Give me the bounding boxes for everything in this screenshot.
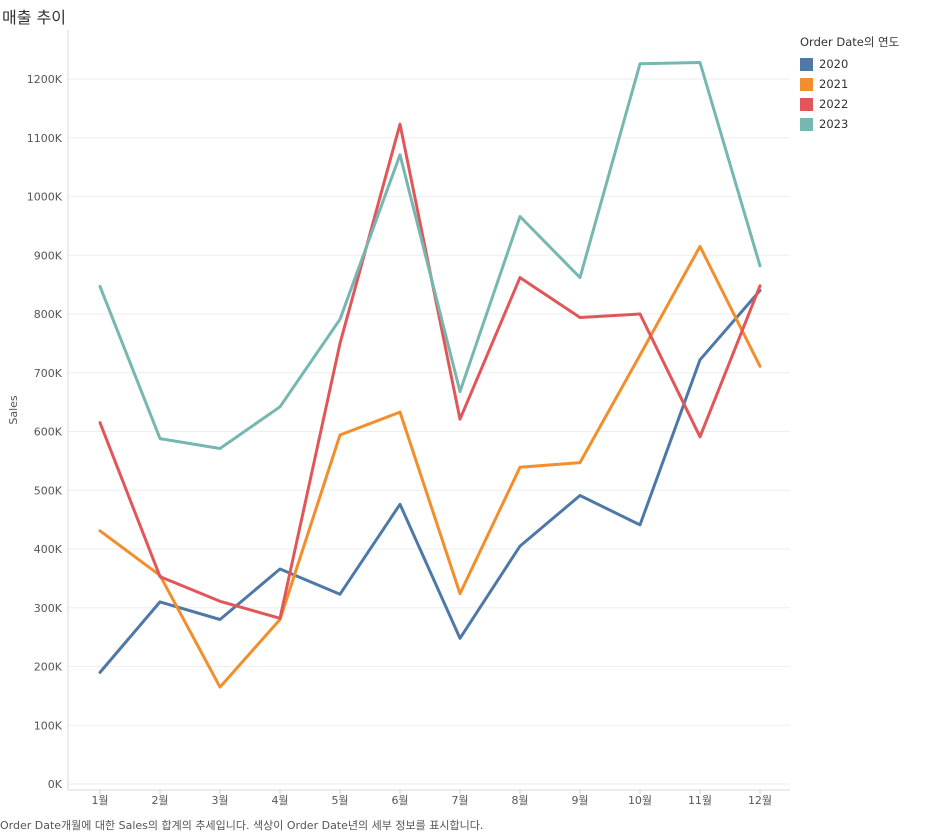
x-tick-label: 10월 <box>628 794 652 807</box>
legend: Order Date의 연도 2020 2021 2022 2023 <box>800 34 899 134</box>
y-tick-label: 600K <box>34 426 63 439</box>
y-tick-label: 0K <box>48 778 63 791</box>
chart-title: 매출 추이 <box>2 8 66 27</box>
series-line-2022 <box>98 122 762 620</box>
y-tick-label: 1200K <box>27 73 63 86</box>
series-line-2023 <box>98 61 762 450</box>
y-tick-label: 900K <box>34 249 63 262</box>
legend-label: 2021 <box>819 77 849 91</box>
y-tick-label: 300K <box>34 602 63 615</box>
x-tick-label: 7월 <box>451 794 468 807</box>
gridlines <box>68 78 790 785</box>
legend-label: 2023 <box>819 117 849 131</box>
x-tick-label: 5월 <box>331 794 348 807</box>
legend-swatch <box>800 97 813 111</box>
legend-item-2021[interactable]: 2021 <box>800 74 899 94</box>
y-tick-label: 200K <box>34 661 63 674</box>
legend-item-2022[interactable]: 2022 <box>800 94 899 114</box>
y-tick-label: 800K <box>34 308 63 321</box>
legend-label: 2020 <box>819 57 849 71</box>
axes: 0K 100K 200K 300K 400K 500K 600K 700K 800K 900K 10… <box>27 30 790 807</box>
x-tick-label: 11월 <box>688 794 712 807</box>
y-tick-label: 500K <box>34 484 63 497</box>
legend-label: 2022 <box>819 97 849 111</box>
legend-swatch <box>800 117 813 131</box>
x-tick-label: 4월 <box>271 794 288 807</box>
x-tick-label: 8월 <box>511 794 528 807</box>
x-tick-label: 1월 <box>91 794 108 807</box>
series-lines <box>98 61 762 689</box>
legend-swatch <box>800 57 813 71</box>
legend-item-2020[interactable]: 2020 <box>800 54 899 74</box>
y-tick-label: 1000K <box>27 191 63 204</box>
y-tick-label: 700K <box>34 367 63 380</box>
y-tick-label: 400K <box>34 543 63 556</box>
chart-caption: Order Date개월에 대한 Sales의 합계의 추세입니다. 색상이 O… <box>0 819 484 832</box>
y-tick-label: 100K <box>34 719 63 732</box>
legend-title: Order Date의 연도 <box>800 35 900 49</box>
legend-swatch <box>800 77 813 91</box>
x-tick-label: 3월 <box>211 794 228 807</box>
x-tick-label: 6월 <box>391 794 408 807</box>
y-axis-label: Sales <box>7 395 20 425</box>
y-tick-label: 1100K <box>27 132 63 145</box>
x-tick-label: 2월 <box>151 794 168 807</box>
x-tick-label: 9월 <box>571 794 588 807</box>
x-tick-label: 12월 <box>748 794 772 807</box>
legend-item-2023[interactable]: 2023 <box>800 114 899 134</box>
series-line-2020 <box>98 289 762 674</box>
